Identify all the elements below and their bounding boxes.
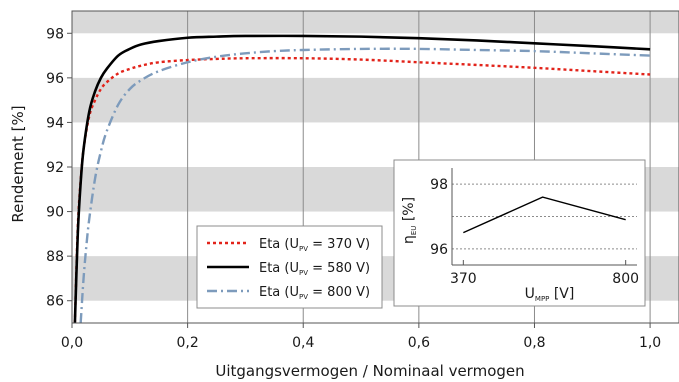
x-axis-title: Uitgangsvermogen / Nominaal vermogen: [215, 362, 524, 380]
legend-label: Eta (UPV = 580 V): [259, 261, 370, 277]
y-tick-labels: 86 88 90 92 94 96 98: [46, 26, 72, 310]
series-line-1: [73, 56, 651, 323]
x-tick-label: 0,0: [61, 335, 83, 351]
inset-x-axis-title: UMPP [V]: [525, 286, 575, 303]
band: [72, 11, 679, 34]
y-tick-label: 86: [46, 294, 64, 310]
x-tick-labels: 0,0 0,2 0,4 0,6 0,8 1,0: [61, 323, 661, 351]
inset-x-tick-label: 800: [612, 271, 639, 287]
y-tick-label: 88: [46, 249, 64, 265]
series-lines: [73, 34, 651, 323]
y-tick-label: 92: [46, 160, 64, 176]
inset-chart: 370 800 96 98 UMPP [V] ηEU [%]: [393, 159, 646, 307]
x-tick-label: 0,4: [292, 335, 314, 351]
legend-label: Eta (UPV = 370 V): [259, 237, 370, 253]
inset-series-line: [463, 196, 626, 234]
band: [72, 77, 679, 123]
series-line-3: [79, 47, 651, 323]
inset-background: [393, 159, 646, 307]
y-tick-label: 90: [46, 205, 64, 221]
x-tick-label: 1,0: [639, 335, 661, 351]
inset-x-tick-label: 370: [450, 271, 477, 287]
y-tick-label: 98: [46, 26, 64, 42]
y-axis-title: Rendement [%]: [9, 105, 27, 222]
inset-y-axis-title: ηEU [%]: [401, 197, 418, 244]
y-tick-label: 96: [46, 71, 64, 87]
series-line-2: [73, 34, 651, 323]
legend: Eta (UPV = 370 V) Eta (UPV = 580 V) Eta (U…: [196, 225, 383, 309]
inset-y-tick-label: 96: [430, 242, 448, 258]
x-tick-label: 0,6: [408, 335, 430, 351]
y-tick-label: 94: [46, 115, 64, 131]
x-tick-label: 0,2: [176, 335, 198, 351]
legend-label: Eta (UPV = 800 V): [259, 285, 370, 301]
x-tick-label: 0,8: [523, 335, 545, 351]
inset-y-tick-label: 98: [430, 177, 448, 193]
